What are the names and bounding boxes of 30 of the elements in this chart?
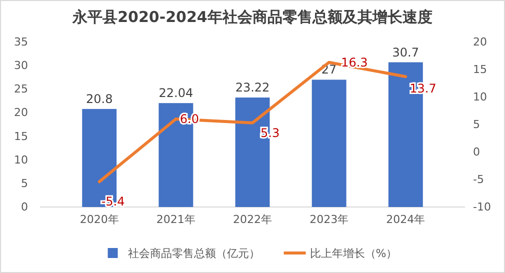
- x-tick-label: 2022年: [233, 212, 272, 226]
- data-label: 23.22: [235, 80, 270, 95]
- y2-tick-label: 15: [473, 63, 487, 76]
- y-tick-label: 10: [14, 153, 28, 166]
- chart-title: 永平县2020-2024年社会商品零售总额及其增长速度: [72, 8, 432, 26]
- y2-tick-label: 10: [473, 90, 487, 104]
- x-tick-label: 2020年: [80, 212, 119, 226]
- y-tick-label: 35: [14, 36, 28, 49]
- y-tick-label: 5: [21, 176, 28, 190]
- y2-tick-label: 5: [473, 118, 480, 132]
- y2-tick-label: -5: [473, 173, 484, 186]
- x-tick-label: 2021年: [156, 212, 196, 226]
- y2-tick-label: 20: [473, 36, 487, 49]
- data-label: 22.04: [158, 86, 194, 100]
- data-label: 20.8: [86, 92, 113, 106]
- data-label: 6.0: [180, 112, 200, 126]
- y-tick-label: 20: [14, 106, 28, 120]
- y-tick-label: 30: [14, 59, 28, 72]
- bar: [312, 80, 346, 207]
- x-tick-label: 2024年: [386, 212, 426, 226]
- y2-tick-label: 0: [473, 146, 480, 159]
- legend-label: 社会商品零售总额（亿元）: [128, 247, 260, 260]
- y2-tick-label: -10: [473, 200, 491, 214]
- y-tick-label: 15: [14, 130, 28, 143]
- y-tick-label: 0: [21, 200, 28, 214]
- data-label: 30.7: [392, 45, 420, 60]
- data-label: 16.3: [341, 55, 368, 70]
- x-tick-label: 2023年: [310, 212, 349, 226]
- y-tick-label: 25: [14, 82, 28, 96]
- legend-label: 比上年增长（%）: [310, 247, 398, 260]
